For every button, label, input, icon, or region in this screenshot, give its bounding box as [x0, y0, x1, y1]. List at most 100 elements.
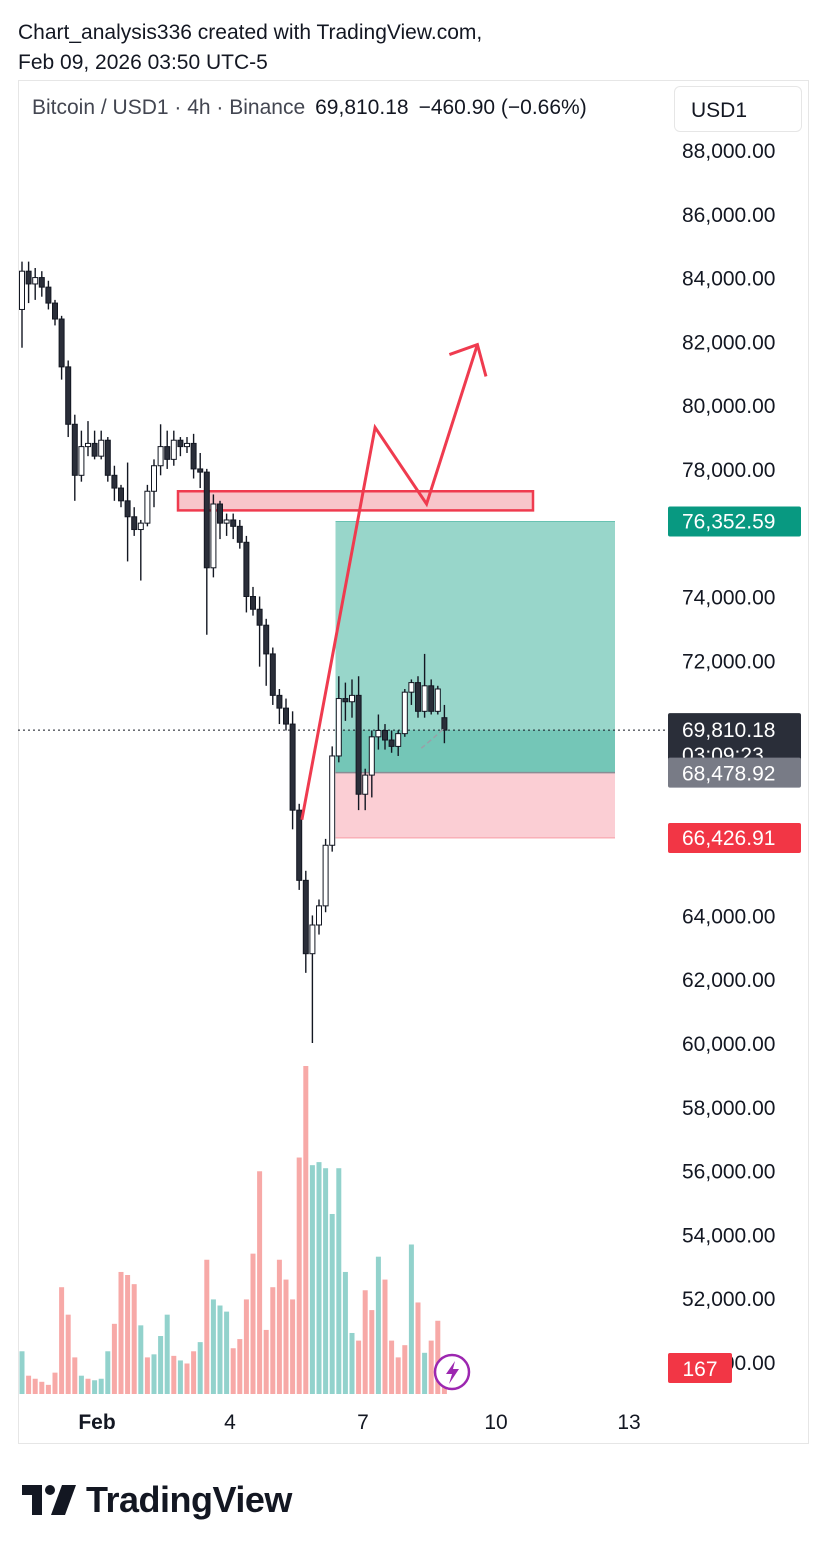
volume-bar	[389, 1340, 395, 1394]
volume-bar	[336, 1168, 342, 1394]
volume-bar	[164, 1314, 170, 1394]
price-tick-label: 74,000.00	[682, 587, 775, 610]
price-tick-label: 78,000.00	[682, 459, 775, 482]
volume-bar	[184, 1363, 190, 1394]
last-price-badge	[668, 713, 801, 772]
candle	[78, 446, 85, 476]
volume-bar	[217, 1305, 223, 1394]
volume-badge-text: 167	[682, 1358, 717, 1381]
currency-button[interactable]: USD1	[674, 86, 802, 132]
logo-text: TradingView	[86, 1479, 292, 1520]
candle	[45, 286, 52, 304]
volume-bar	[210, 1299, 216, 1394]
volume-bar	[257, 1171, 263, 1394]
candle	[104, 439, 111, 476]
chart-frame	[18, 80, 809, 1444]
volume-badge	[668, 1353, 732, 1383]
volume-bar	[395, 1357, 401, 1394]
candle	[137, 522, 144, 531]
volume-bar	[309, 1165, 315, 1394]
price-tick-label: 80,000.00	[682, 395, 775, 418]
candle	[223, 519, 230, 524]
candle	[415, 682, 421, 712]
volume-bar	[323, 1168, 329, 1394]
candle	[289, 723, 296, 811]
candle	[395, 733, 402, 747]
tradingview-logo[interactable]: TradingView	[22, 1478, 292, 1522]
volume-bar	[415, 1302, 421, 1394]
symbol-name[interactable]: Bitcoin / USD1 · 4h · Binance	[32, 96, 306, 119]
candle	[250, 596, 256, 610]
stop-zone[interactable]	[335, 772, 616, 839]
candle	[382, 729, 388, 741]
candle	[52, 302, 58, 320]
volume-bar	[32, 1378, 38, 1394]
candle	[58, 318, 65, 368]
volume-bar	[197, 1342, 203, 1394]
candle	[131, 516, 138, 531]
candle	[38, 277, 45, 288]
volume-bar	[303, 1066, 309, 1394]
volume-bar	[342, 1271, 348, 1394]
target-price-badge-text: 76,352.59	[682, 510, 775, 533]
volume-bar	[362, 1290, 368, 1394]
volume-bar	[52, 1372, 58, 1394]
volume-bar	[92, 1380, 98, 1394]
price-tick-label: 58,000.00	[682, 1097, 775, 1120]
candle	[65, 366, 72, 425]
volume-bar	[375, 1256, 381, 1394]
candle	[309, 924, 316, 955]
candle	[421, 685, 428, 712]
volume-bar	[138, 1325, 144, 1394]
price-tick-label: 62,000.00	[682, 969, 775, 992]
time-axis-label: Feb	[78, 1411, 115, 1434]
volume-bar	[144, 1357, 150, 1394]
candle	[203, 471, 210, 569]
volume-bar	[422, 1352, 428, 1394]
candle	[170, 439, 177, 460]
price-tick-label: 72,000.00	[682, 650, 775, 673]
time-axis-label: 10	[484, 1411, 507, 1434]
candle	[210, 503, 217, 569]
volume-bar	[296, 1157, 302, 1394]
candle	[151, 465, 157, 492]
candle	[428, 685, 435, 712]
tradingview-logo-icon	[22, 1485, 76, 1515]
candle	[230, 519, 237, 527]
volume-bar	[402, 1345, 408, 1394]
stop-price-badge-text: 66,426.91	[682, 827, 775, 850]
volume-bar	[45, 1384, 51, 1394]
candle	[85, 442, 91, 448]
volume-bar	[26, 1375, 32, 1394]
candle	[401, 691, 408, 735]
volume-bar	[85, 1378, 91, 1394]
volume-bar	[39, 1381, 45, 1394]
volume-bar	[270, 1287, 276, 1394]
volume-bar	[131, 1284, 137, 1394]
caption-author: Chart_analysis336 created with TradingVi…	[18, 21, 483, 44]
volume-bar	[230, 1348, 236, 1394]
candle	[316, 905, 322, 926]
candle	[263, 624, 270, 655]
volume-bar	[408, 1244, 414, 1394]
volume-bar	[382, 1279, 388, 1394]
lightning-icon[interactable]	[433, 1353, 471, 1391]
candle	[296, 809, 303, 881]
candle	[217, 503, 223, 524]
price-tick-label: 60,000.00	[682, 1033, 775, 1056]
volume-bar	[356, 1340, 362, 1394]
candle	[283, 707, 289, 725]
candle	[32, 277, 39, 285]
projection-arrow[interactable]	[300, 344, 479, 821]
resistance-zone[interactable]	[176, 490, 535, 512]
target-price-badge	[668, 506, 801, 537]
volume-bar	[349, 1332, 355, 1394]
candle	[19, 270, 25, 310]
volume-bar	[369, 1310, 375, 1394]
symbol-header: Bitcoin / USD1 · 4h · Binance 69,810.18 −4…	[32, 96, 587, 120]
volume-bar	[177, 1360, 183, 1394]
time-axis-label: 13	[617, 1411, 640, 1434]
candle	[276, 694, 283, 709]
volume-bar	[78, 1375, 84, 1394]
